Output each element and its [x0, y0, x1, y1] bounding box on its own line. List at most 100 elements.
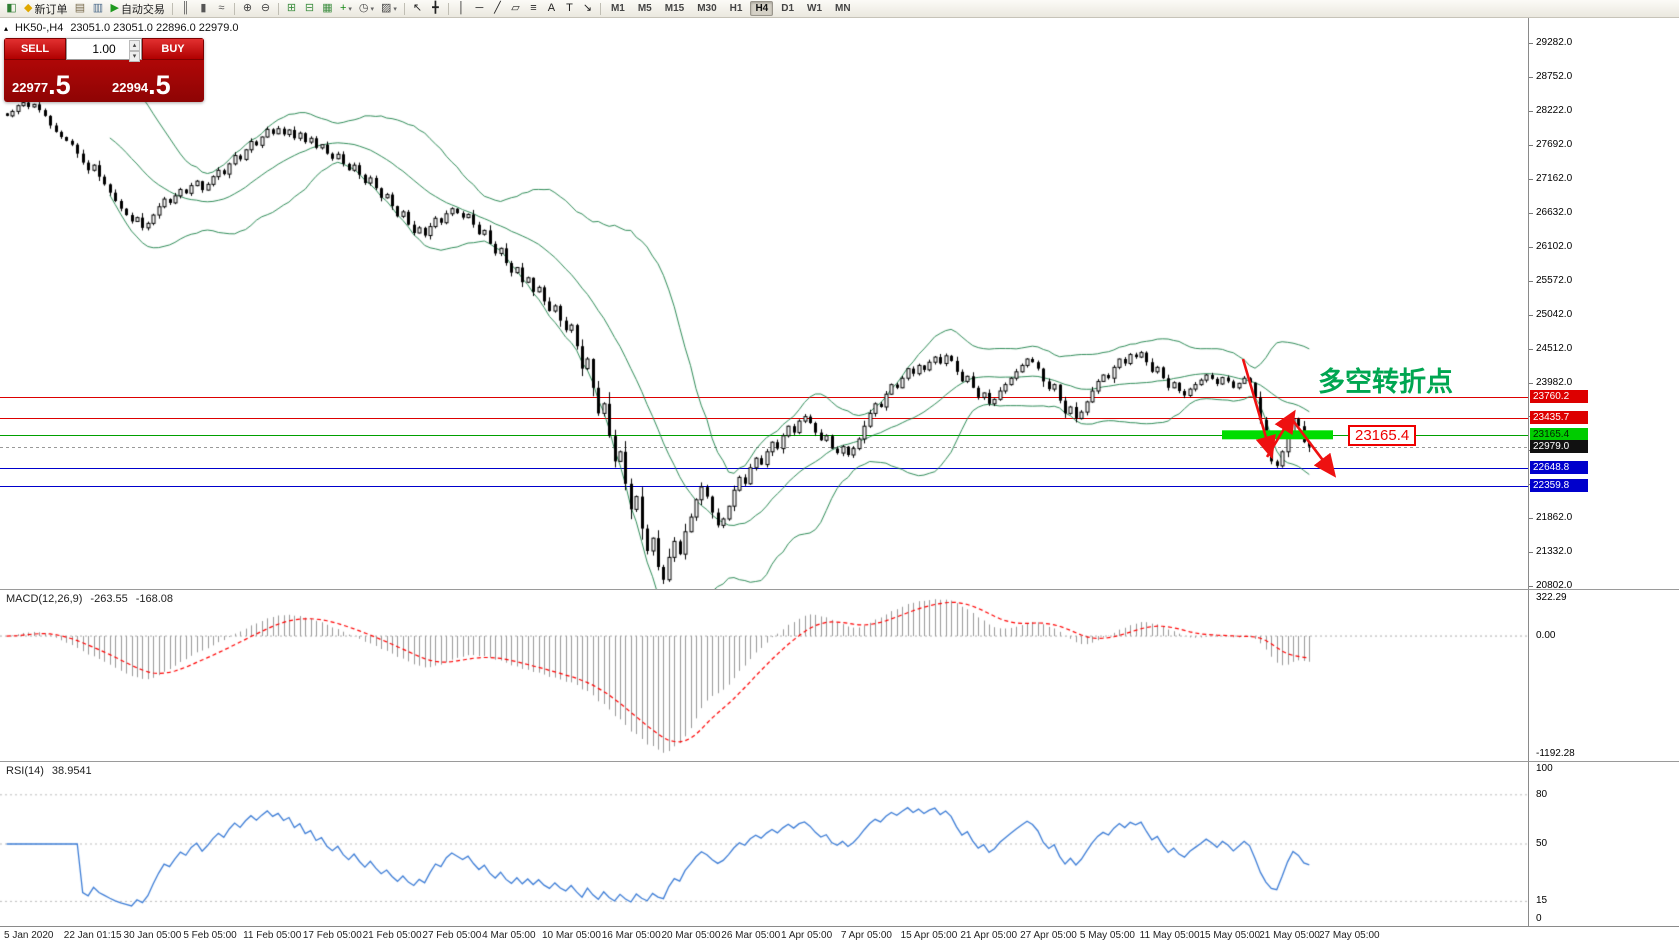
bar-chart-icon[interactable]: ║	[177, 1, 194, 17]
auto-trading-button: ▶	[110, 2, 119, 14]
price-tick-mark	[1529, 77, 1533, 79]
line-chart-icon[interactable]: ≈	[213, 1, 230, 17]
chevron-down-icon[interactable]: ▾	[393, 5, 397, 13]
fibonacci-icon[interactable]: ≡	[525, 1, 542, 17]
buy-price-frac: .5	[148, 70, 171, 101]
text-label-icon[interactable]: T	[561, 1, 578, 17]
arrange-windows-icon[interactable]: ▦	[319, 1, 336, 17]
app-icon[interactable]: ◧	[3, 1, 20, 17]
volume-value[interactable]: 1.00	[92, 42, 116, 56]
macd-panel-canvas[interactable]	[0, 590, 1528, 762]
symbol-info-line: ▴ HK50-,H4 23051.0 23051.0 22896.0 22979…	[4, 22, 239, 34]
one-click-panel-toggle-icon[interactable]: ▴	[4, 23, 9, 33]
chevron-down-icon[interactable]: ▾	[348, 5, 352, 13]
timeframe-m30-button[interactable]: M30	[697, 3, 717, 14]
timeframe-h4-button[interactable]: H4	[750, 1, 774, 16]
vertical-line-icon: │	[458, 2, 465, 14]
macd-min-label: -1192.28	[1536, 748, 1575, 759]
time-tick-label: 15 May 05:00	[1199, 930, 1261, 941]
volume-down-icon[interactable]: ▾	[129, 51, 140, 62]
templates-icon[interactable]: ▨ ▾	[378, 1, 400, 17]
arrows-icon[interactable]: ↘	[579, 1, 596, 17]
price-tag-23760.2: 23760.2	[1530, 389, 1588, 403]
toolbar-separator	[447, 2, 449, 15]
periods-icon[interactable]: ◷ ▾	[356, 1, 377, 17]
market-watch-icon[interactable]: ▥	[89, 1, 106, 17]
price-tag-22648.8: 22648.8	[1530, 460, 1588, 474]
time-tick-label: 21 May 05:00	[1259, 930, 1320, 941]
price-tick-mark	[1529, 43, 1533, 45]
auto-trading-button[interactable]: ▶ 自动交易	[107, 1, 167, 17]
bar-chart-icon: ║	[181, 2, 190, 14]
main-chart-canvas[interactable]	[0, 18, 1528, 590]
tile-windows-icon[interactable]: ⊞	[283, 1, 300, 17]
crosshair-icon[interactable]: ╋	[427, 1, 444, 17]
text-icon[interactable]: A	[543, 1, 560, 17]
buy-price[interactable]: 22994 .5	[104, 60, 204, 102]
timeframe-m5-button[interactable]: M5	[637, 3, 652, 14]
zoom-out-icon: ⊖	[260, 2, 271, 14]
indicators-icon: +	[339, 2, 347, 14]
vertical-line-icon[interactable]: │	[453, 1, 470, 17]
rsi-min-label: 0	[1536, 913, 1542, 924]
time-tick-label: 27 Feb 05:00	[422, 930, 482, 941]
candlestick-chart-icon[interactable]: ▮	[195, 1, 212, 17]
channel-icon[interactable]: ▱	[507, 1, 524, 17]
candlestick-chart-icon: ▮	[200, 2, 207, 14]
cascade-windows-icon: ⊟	[304, 2, 315, 14]
timeframe-mn-button[interactable]: MN	[835, 3, 851, 14]
one-click-prices-row: 22977 .5 22994 .5	[4, 60, 204, 102]
price-tick-label: 21332.0	[1536, 546, 1573, 558]
volume-up-icon[interactable]: ▴	[129, 40, 140, 51]
buy-button[interactable]: BUY	[142, 38, 204, 60]
sell-button[interactable]: SELL	[4, 38, 66, 60]
timeframe-w1-button[interactable]: W1	[807, 3, 823, 14]
time-tick-label: 1 Apr 05:00	[781, 930, 833, 941]
macd-indicator-label: MACD(12,26,9) -263.55 -168.08	[6, 593, 173, 605]
price-tick-mark	[1529, 280, 1533, 282]
time-tick-label: 5 Feb 05:00	[183, 930, 237, 941]
cascade-windows-icon[interactable]: ⊟	[301, 1, 318, 17]
price-tick-label: 20802.0	[1536, 580, 1573, 592]
zoom-out-icon[interactable]: ⊖	[257, 1, 274, 17]
price-tick-label: 28752.0	[1536, 71, 1573, 83]
ohlc-values: 23051.0 23051.0 22896.0 22979.0	[70, 22, 239, 34]
time-tick-label: 17 Feb 05:00	[302, 930, 362, 941]
chevron-down-icon[interactable]: ▾	[370, 5, 375, 13]
indicators-icon[interactable]: + ▾	[337, 1, 355, 17]
price-tick-mark	[1529, 314, 1533, 316]
price-tick-label: 26632.0	[1536, 207, 1573, 219]
zoom-in-icon[interactable]: ⊕	[239, 1, 256, 17]
new-order-button[interactable]: ◆ 新订单	[21, 1, 70, 17]
rsi-max-label: 100	[1536, 763, 1553, 774]
text-icon: A	[547, 2, 556, 14]
price-tag-23435.7: 23435.7	[1530, 410, 1588, 424]
profiles-icon[interactable]: ▤	[71, 1, 88, 17]
horizontal-line-icon[interactable]: ─	[471, 1, 488, 17]
sell-price[interactable]: 22977 .5	[4, 60, 104, 102]
panel-splitter-rsi[interactable]	[0, 761, 1679, 762]
price-tick-mark	[1529, 382, 1533, 384]
volume-spinner[interactable]: 1.00 ▴ ▾	[66, 38, 142, 62]
rsi-level-50-label: 50	[1536, 838, 1548, 849]
timeframe-m1-button[interactable]: M1	[610, 3, 625, 14]
trendline-icon: ╱	[494, 2, 501, 14]
sell-price-main: 22977	[12, 80, 49, 95]
zoom-in-icon: ⊕	[242, 2, 253, 14]
trendline-icon[interactable]: ╱	[489, 1, 506, 17]
toolbar-separator	[171, 2, 173, 15]
price-callout-label[interactable]: 23165.4	[1348, 424, 1417, 446]
timeframe-m15-button[interactable]: M15	[664, 3, 685, 14]
panel-splitter-macd[interactable]	[0, 589, 1679, 590]
cursor-icon[interactable]: ↖	[409, 1, 426, 17]
tile-windows-icon: ⊞	[286, 2, 297, 14]
timeframe-d1-button[interactable]: D1	[781, 3, 795, 14]
arrows-icon: ↘	[582, 2, 593, 14]
macd-value-2: -168.08	[135, 593, 174, 605]
price-axis: 29282.0 28752.0 28222.0 27692.0 27162.0 26632…	[1528, 18, 1679, 926]
rsi-panel-canvas[interactable]	[0, 762, 1528, 926]
cursor-icon: ↖	[412, 2, 423, 14]
timeframe-h1-button[interactable]: H1	[729, 3, 743, 14]
macd-name: MACD(12,26,9)	[6, 593, 83, 605]
new-order-button: ◆	[24, 2, 33, 14]
